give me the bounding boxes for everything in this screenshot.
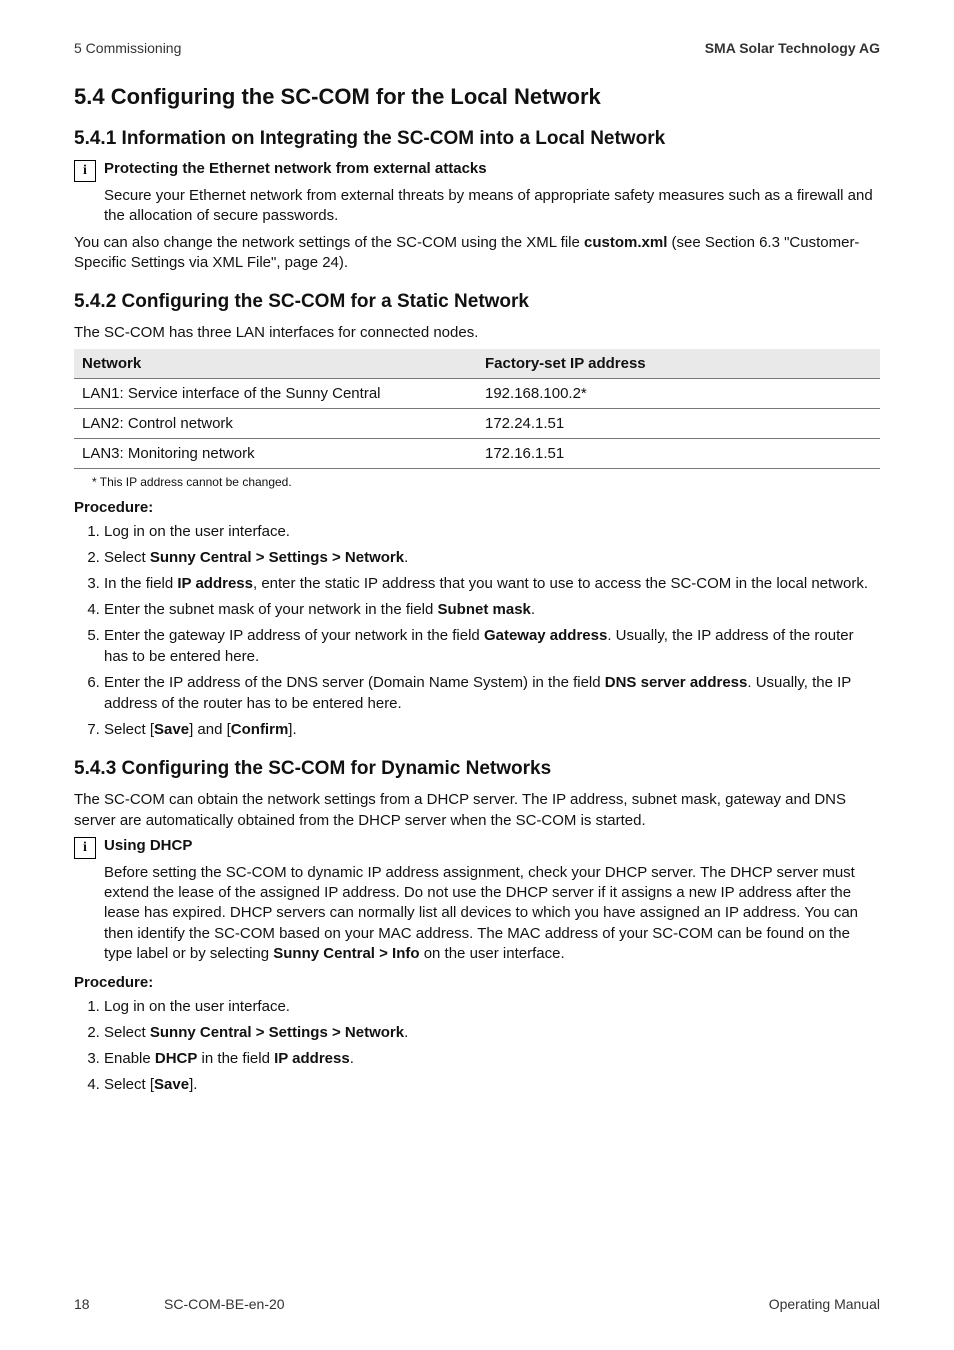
t: Select [	[104, 721, 154, 738]
table-header-row: Network Factory-set IP address	[74, 349, 880, 379]
t: ].	[288, 721, 296, 738]
t: Select [	[104, 1076, 154, 1093]
header-left: 5 Commissioning	[74, 40, 181, 56]
list-item: Enter the subnet mask of your network in…	[104, 599, 880, 620]
cell-lan1-ip: 192.168.100.2*	[477, 379, 880, 409]
t: in the field	[197, 1050, 274, 1067]
dhcp-intro: The SC-COM can obtain the network settin…	[74, 790, 880, 831]
procedure-label-2: Procedure:	[74, 974, 880, 991]
t: Save	[154, 1076, 189, 1093]
procedure-list-2: Log in on the user interface. Select Sun…	[74, 996, 880, 1095]
t: Subnet mask	[438, 601, 531, 618]
t: IP address	[274, 1050, 350, 1067]
list-item: Enter the IP address of the DNS server (…	[104, 672, 880, 714]
table-row: LAN1: Service interface of the Sunny Cen…	[74, 379, 880, 409]
t: Enable	[104, 1050, 155, 1067]
list-item: Select [Save] and [Confirm].	[104, 719, 880, 740]
t: Select	[104, 549, 150, 566]
t: .	[531, 601, 535, 618]
t: In the field	[104, 575, 177, 592]
t: Enter the subnet mask of your network in…	[104, 601, 438, 618]
ip-footnote: * This IP address cannot be changed.	[92, 475, 880, 489]
section-5-4-title: 5.4 Configuring the SC-COM for the Local…	[74, 84, 880, 110]
cell-lan2-name: LAN2: Control network	[74, 409, 477, 439]
t: .	[350, 1050, 354, 1067]
info-title-ethernet: Protecting the Ethernet network from ext…	[104, 160, 487, 177]
t: on the user interface.	[420, 945, 565, 962]
info-body-ethernet: Secure your Ethernet network from extern…	[104, 186, 880, 227]
xml-note: You can also change the network settings…	[74, 233, 880, 274]
list-item: Enable DHCP in the field IP address.	[104, 1048, 880, 1069]
t: Sunny Central > Settings > Network	[150, 549, 404, 566]
info-icon: i	[74, 160, 96, 182]
list-item: Enter the gateway IP address of your net…	[104, 625, 880, 667]
table-row: LAN3: Monitoring network 172.16.1.51	[74, 439, 880, 469]
info-block-dhcp: i Using DHCP Before setting the SC-COM t…	[74, 837, 880, 964]
col-network: Network	[74, 349, 477, 379]
xml-note-file: custom.xml	[584, 234, 667, 251]
t: Confirm	[231, 721, 289, 738]
lan-intro: The SC-COM has three LAN interfaces for …	[74, 323, 880, 343]
t: .	[404, 1024, 408, 1041]
t: Sunny Central > Settings > Network	[150, 1024, 404, 1041]
t: .	[404, 549, 408, 566]
t: Sunny Central > Info	[273, 945, 419, 962]
col-ip: Factory-set IP address	[477, 349, 880, 379]
info-title-dhcp: Using DHCP	[104, 837, 192, 854]
t: Select	[104, 1024, 150, 1041]
t: DHCP	[155, 1050, 198, 1067]
info-block-ethernet: i Protecting the Ethernet network from e…	[74, 160, 880, 227]
list-item: In the field IP address, enter the stati…	[104, 573, 880, 594]
network-table: Network Factory-set IP address LAN1: Ser…	[74, 349, 880, 469]
t: , enter the static IP address that you w…	[253, 575, 868, 592]
procedure-list-1: Log in on the user interface. Select Sun…	[74, 521, 880, 740]
footer-right: Operating Manual	[769, 1296, 880, 1312]
list-item: Select Sunny Central > Settings > Networ…	[104, 547, 880, 568]
cell-lan2-ip: 172.24.1.51	[477, 409, 880, 439]
cell-lan1-name: LAN1: Service interface of the Sunny Cen…	[74, 379, 477, 409]
t: Enter the IP address of the DNS server (…	[104, 674, 605, 691]
header-right: SMA Solar Technology AG	[705, 40, 880, 56]
section-5-4-1-title: 5.4.1 Information on Integrating the SC-…	[74, 128, 880, 150]
table-row: LAN2: Control network 172.24.1.51	[74, 409, 880, 439]
t: DNS server address	[605, 674, 748, 691]
page-number: 18	[74, 1296, 90, 1312]
list-item: Select [Save].	[104, 1074, 880, 1095]
t: ] and [	[189, 721, 231, 738]
xml-note-a: You can also change the network settings…	[74, 234, 584, 251]
t: Gateway address	[484, 627, 607, 644]
t: IP address	[177, 575, 253, 592]
list-item: Log in on the user interface.	[104, 996, 880, 1017]
procedure-label-1: Procedure:	[74, 499, 880, 516]
info-body-dhcp: Before setting the SC-COM to dynamic IP …	[104, 863, 880, 964]
t: Enter the gateway IP address of your net…	[104, 627, 484, 644]
t: ].	[189, 1076, 197, 1093]
t: Save	[154, 721, 189, 738]
doc-id: SC-COM-BE-en-20	[164, 1296, 285, 1312]
list-item: Log in on the user interface.	[104, 521, 880, 542]
cell-lan3-name: LAN3: Monitoring network	[74, 439, 477, 469]
section-5-4-3-title: 5.4.3 Configuring the SC-COM for Dynamic…	[74, 758, 880, 780]
info-icon: i	[74, 837, 96, 859]
list-item: Select Sunny Central > Settings > Networ…	[104, 1022, 880, 1043]
running-footer: 18 SC-COM-BE-en-20 Operating Manual	[74, 1296, 880, 1312]
cell-lan3-ip: 172.16.1.51	[477, 439, 880, 469]
running-header: 5 Commissioning SMA Solar Technology AG	[74, 40, 880, 56]
section-5-4-2-title: 5.4.2 Configuring the SC-COM for a Stati…	[74, 291, 880, 313]
